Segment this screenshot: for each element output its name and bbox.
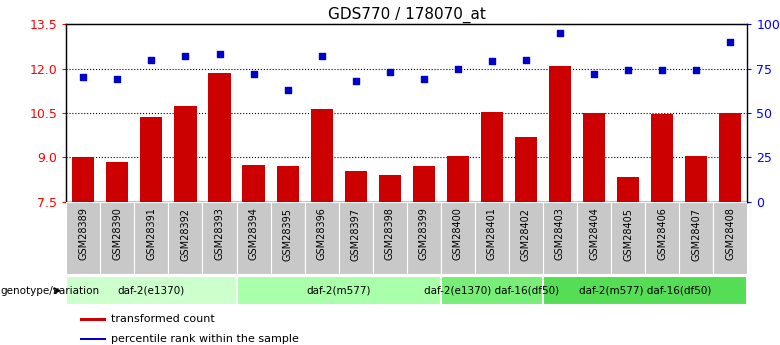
Text: GSM28402: GSM28402 <box>521 208 531 260</box>
Text: GSM28395: GSM28395 <box>282 208 292 260</box>
Point <box>77 75 90 80</box>
Bar <box>66 202 101 274</box>
Text: GSM28393: GSM28393 <box>215 208 225 260</box>
Point <box>213 52 225 57</box>
Text: GSM28392: GSM28392 <box>180 208 190 260</box>
Text: daf-2(e1370) daf-16(df50): daf-2(e1370) daf-16(df50) <box>424 285 559 295</box>
Bar <box>611 202 645 274</box>
Point <box>282 87 294 93</box>
Bar <box>441 276 543 305</box>
Point <box>452 66 464 71</box>
Bar <box>73 157 94 202</box>
Text: daf-2(m577) daf-16(df50): daf-2(m577) daf-16(df50) <box>579 285 711 295</box>
Bar <box>80 318 106 321</box>
Point <box>349 78 362 84</box>
Point <box>724 39 736 45</box>
Bar <box>208 73 231 202</box>
Bar <box>713 202 747 274</box>
Bar <box>651 115 673 202</box>
Point <box>690 68 703 73</box>
Bar <box>685 156 707 202</box>
Text: daf-2(e1370): daf-2(e1370) <box>118 285 185 295</box>
Bar <box>549 66 571 202</box>
Text: GSM28396: GSM28396 <box>317 208 327 260</box>
Bar <box>373 202 407 274</box>
Bar <box>66 276 236 305</box>
Text: GSM28404: GSM28404 <box>589 208 599 260</box>
Point <box>588 71 601 77</box>
Bar <box>719 113 741 202</box>
Bar <box>339 202 373 274</box>
Bar <box>509 202 543 274</box>
Text: genotype/variation: genotype/variation <box>1 286 100 296</box>
Bar <box>617 177 639 202</box>
Point <box>145 57 158 62</box>
Point <box>622 68 634 73</box>
Bar <box>175 106 197 202</box>
Bar <box>168 202 203 274</box>
Text: GSM28398: GSM28398 <box>385 208 395 260</box>
Point <box>179 53 192 59</box>
Text: GSM28408: GSM28408 <box>725 208 736 260</box>
Bar <box>413 166 435 202</box>
Bar <box>203 202 236 274</box>
Bar <box>236 276 441 305</box>
Point <box>656 68 668 73</box>
Bar <box>134 202 168 274</box>
Bar <box>101 202 134 274</box>
Point <box>417 77 430 82</box>
Bar <box>475 202 509 274</box>
Point <box>111 77 123 82</box>
Bar <box>305 202 339 274</box>
Bar <box>543 276 747 305</box>
Point <box>554 30 566 36</box>
Point <box>247 71 260 77</box>
Bar <box>236 202 271 274</box>
Text: daf-2(m577): daf-2(m577) <box>307 285 371 295</box>
Point <box>486 59 498 64</box>
Point <box>384 69 396 75</box>
Title: GDS770 / 178070_at: GDS770 / 178070_at <box>328 7 486 23</box>
Text: GSM28400: GSM28400 <box>453 208 463 260</box>
Bar <box>407 202 441 274</box>
Text: percentile rank within the sample: percentile rank within the sample <box>111 334 299 344</box>
Text: GSM28397: GSM28397 <box>351 208 360 260</box>
Bar <box>577 202 611 274</box>
Bar <box>543 202 577 274</box>
Text: GSM28401: GSM28401 <box>487 208 497 260</box>
Bar <box>447 156 469 202</box>
Bar <box>441 202 475 274</box>
Text: GSM28394: GSM28394 <box>249 208 258 260</box>
Text: GSM28391: GSM28391 <box>147 208 157 260</box>
Bar <box>515 137 537 202</box>
Text: GSM28405: GSM28405 <box>623 208 633 260</box>
Text: GSM28390: GSM28390 <box>112 208 122 260</box>
Bar <box>310 109 333 202</box>
Bar <box>583 113 605 202</box>
Bar <box>80 338 106 341</box>
Text: transformed count: transformed count <box>111 314 214 324</box>
Bar <box>378 175 401 202</box>
Bar <box>277 166 299 202</box>
Bar <box>679 202 713 274</box>
Bar <box>140 117 162 202</box>
Point <box>315 53 328 59</box>
Point <box>519 57 532 62</box>
Text: GSM28389: GSM28389 <box>78 208 88 260</box>
Bar <box>243 165 264 202</box>
Bar <box>345 171 367 202</box>
Bar <box>271 202 305 274</box>
Text: GSM28399: GSM28399 <box>419 208 429 260</box>
Bar <box>480 111 503 202</box>
Text: GSM28406: GSM28406 <box>657 208 667 260</box>
Bar <box>106 162 129 202</box>
Bar <box>645 202 679 274</box>
Text: GSM28407: GSM28407 <box>691 208 701 260</box>
Text: GSM28403: GSM28403 <box>555 208 565 260</box>
